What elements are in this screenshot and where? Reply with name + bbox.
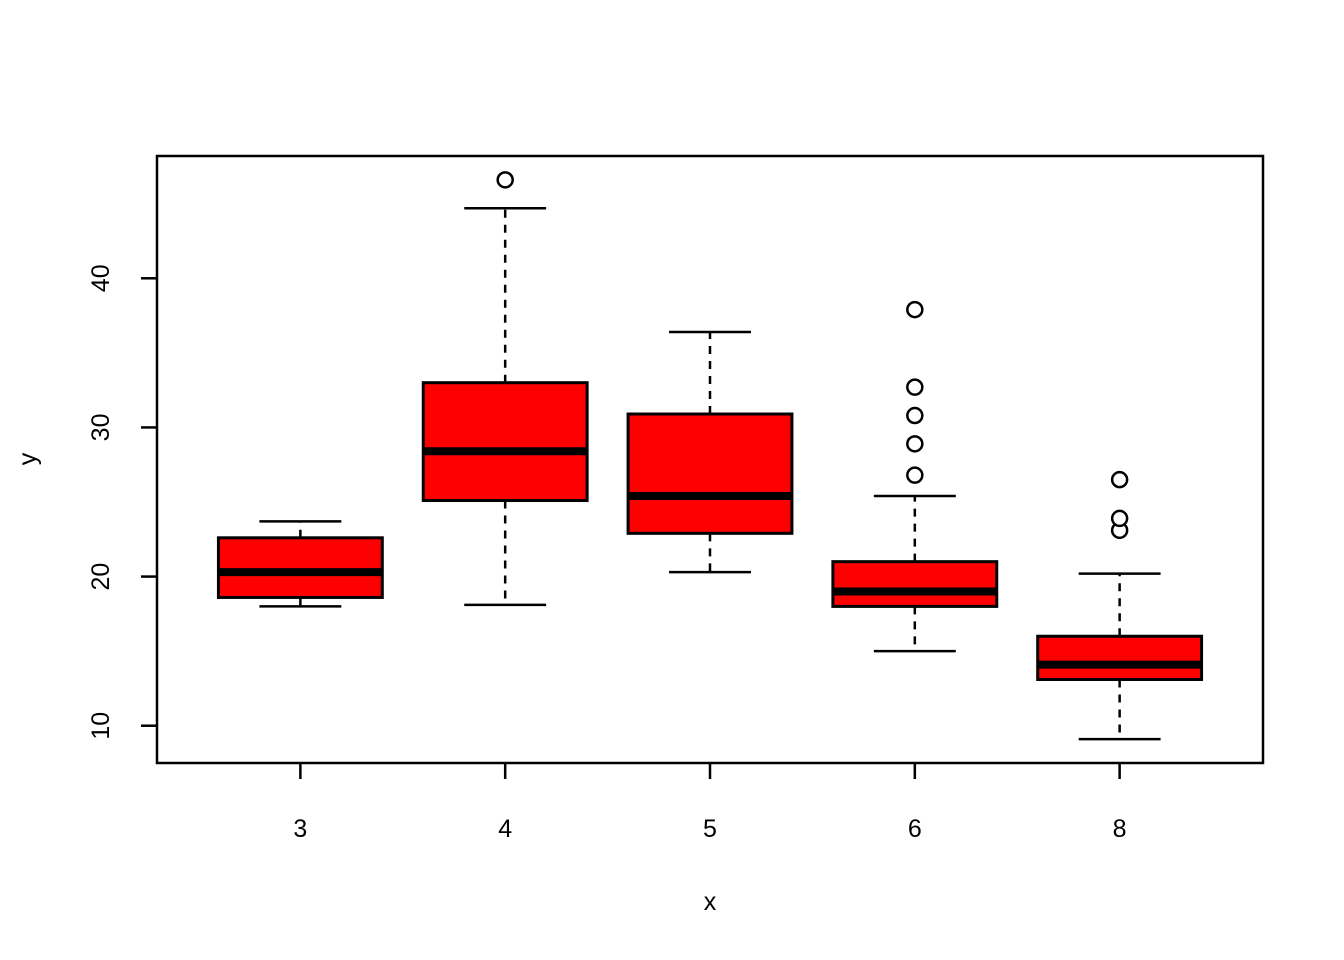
y-axis-title: y xyxy=(14,452,42,465)
outlier-point xyxy=(1110,509,1129,528)
x-axis-title: x xyxy=(704,888,717,916)
outlier-point xyxy=(1110,470,1129,489)
y-tick-label: 10 xyxy=(87,712,115,740)
x-tick-label: 4 xyxy=(498,815,512,843)
outlier-point xyxy=(906,435,924,453)
outlier-point xyxy=(496,171,514,189)
y-tick-label: 20 xyxy=(87,563,115,591)
outlier-point xyxy=(906,466,924,484)
x-tick-label: 3 xyxy=(293,815,307,843)
box-group-5 xyxy=(626,412,794,535)
y-tick-label: 30 xyxy=(87,414,115,442)
x-tick-label: 5 xyxy=(703,815,717,843)
x-tick-label: 8 xyxy=(1113,815,1127,843)
outlier-point xyxy=(906,406,924,425)
x-tick-label: 6 xyxy=(908,815,922,843)
box-group-8 xyxy=(1036,634,1204,681)
y-tick-label: 40 xyxy=(87,264,115,292)
box-group-4 xyxy=(421,381,589,503)
chart-generated-layer: 10 20 30 40 3 4 5 6 8 xyxy=(87,154,1265,843)
box-group-3 xyxy=(216,536,384,599)
outlier-point xyxy=(906,378,924,396)
box-group-6 xyxy=(831,560,999,608)
outlier-point xyxy=(906,300,924,319)
